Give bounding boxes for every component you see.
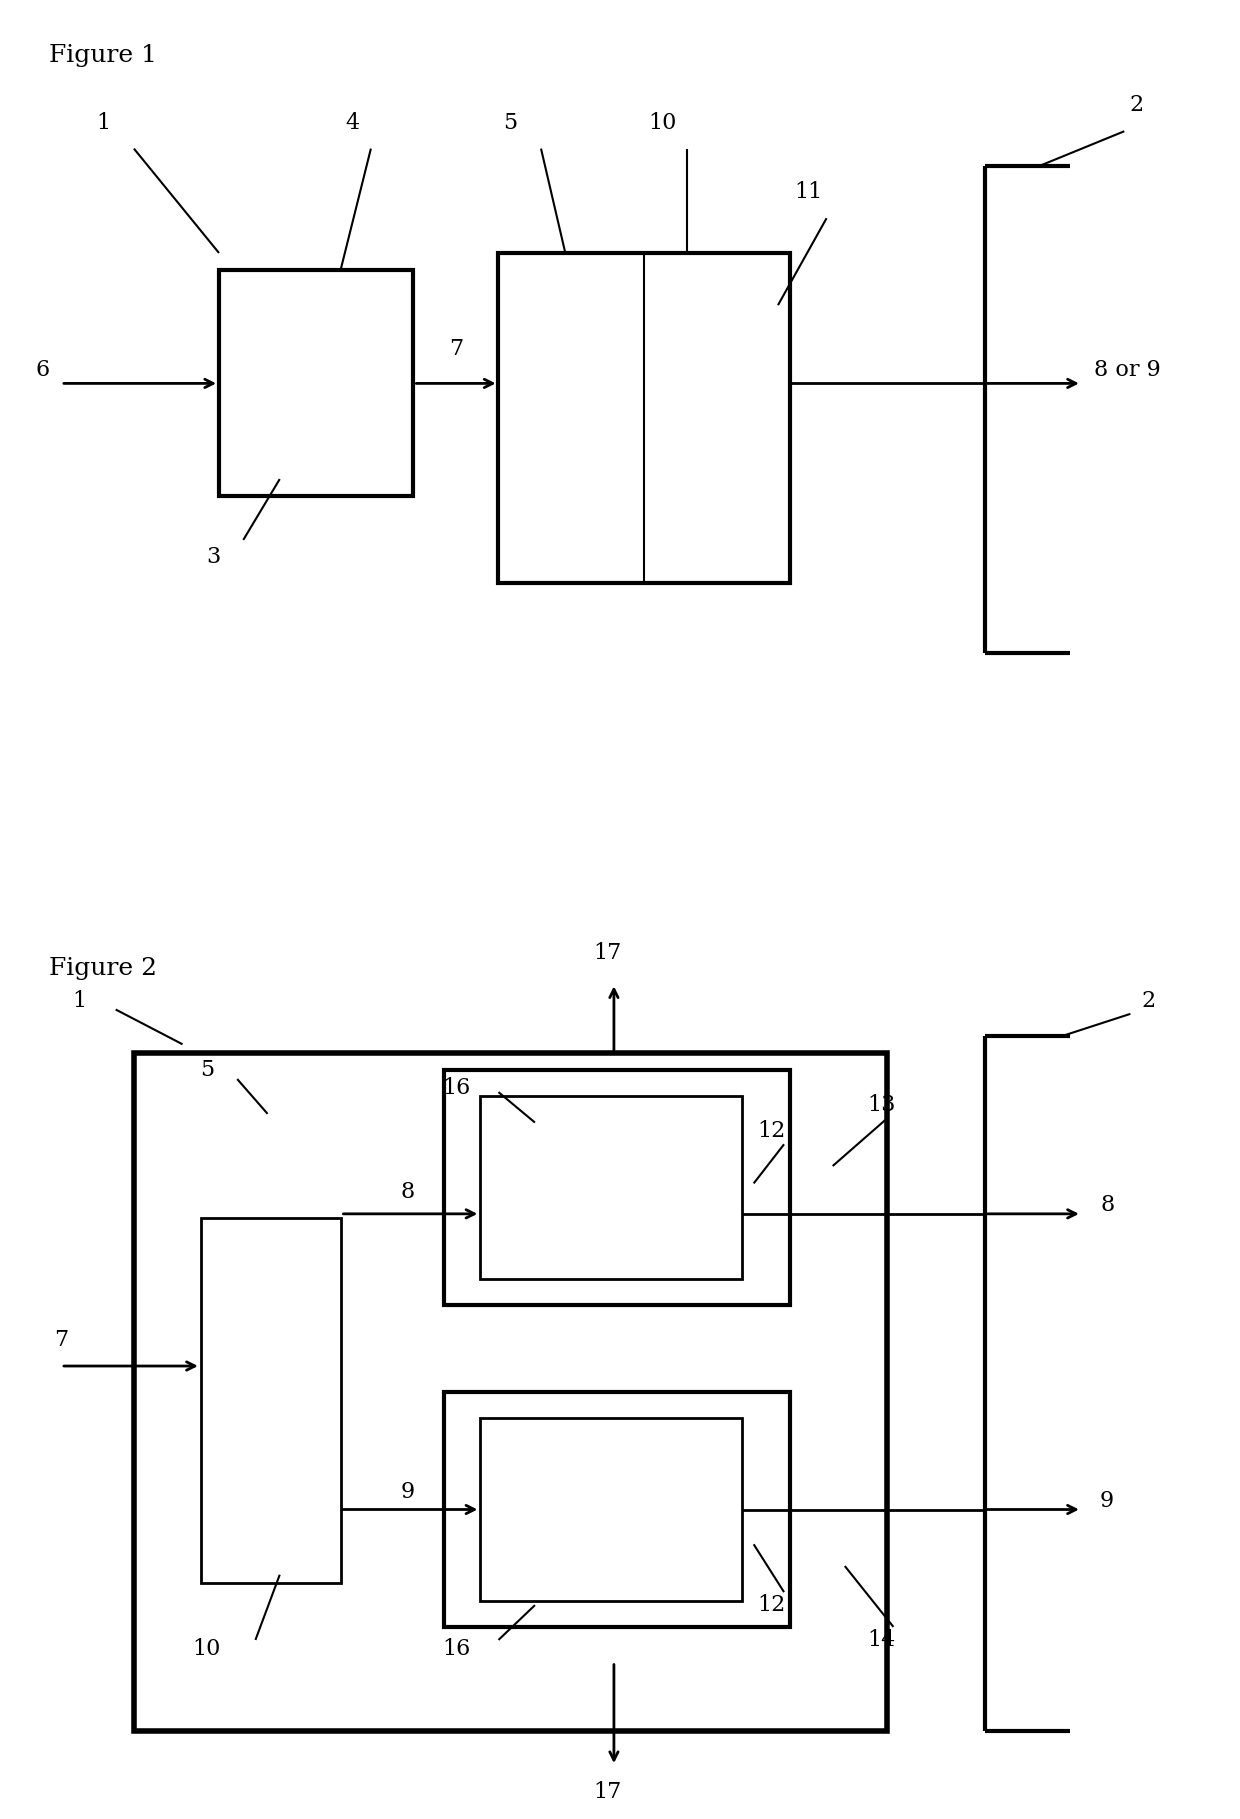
Text: 8 or 9: 8 or 9 [1094, 360, 1161, 382]
Text: 4: 4 [346, 111, 360, 133]
Text: 9: 9 [401, 1481, 414, 1502]
Text: 17: 17 [594, 942, 622, 964]
Text: 7: 7 [55, 1330, 68, 1352]
Text: 10: 10 [192, 1637, 221, 1659]
Text: 8: 8 [401, 1181, 414, 1202]
Text: 17: 17 [594, 1781, 622, 1803]
Text: 10: 10 [649, 111, 677, 133]
Text: 14: 14 [867, 1630, 895, 1652]
Bar [444, 1392, 790, 1626]
Bar [134, 1053, 888, 1732]
Text: 12: 12 [758, 1593, 786, 1615]
Text: 1: 1 [97, 111, 110, 133]
Bar [201, 1219, 341, 1583]
Text: 1: 1 [72, 990, 87, 1011]
Text: 12: 12 [758, 1121, 786, 1142]
Text: 5: 5 [503, 111, 517, 133]
Bar [480, 1097, 742, 1279]
Text: 2: 2 [1142, 990, 1156, 1011]
Text: 3: 3 [206, 546, 219, 568]
Text: 16: 16 [441, 1637, 470, 1659]
Text: 16: 16 [441, 1077, 470, 1099]
Bar [498, 253, 790, 584]
Text: 13: 13 [867, 1095, 895, 1117]
Text: 2: 2 [1130, 95, 1143, 116]
Text: 9: 9 [1100, 1490, 1114, 1512]
Text: 7: 7 [449, 338, 463, 360]
Text: 11: 11 [795, 182, 822, 204]
Bar [480, 1419, 742, 1601]
Text: 6: 6 [36, 360, 50, 382]
Bar [444, 1070, 790, 1306]
Text: Figure 2: Figure 2 [48, 957, 156, 980]
Text: Figure 1: Figure 1 [48, 44, 156, 67]
Bar [219, 271, 413, 497]
Text: 5: 5 [200, 1059, 213, 1080]
Text: 8: 8 [1100, 1193, 1115, 1217]
